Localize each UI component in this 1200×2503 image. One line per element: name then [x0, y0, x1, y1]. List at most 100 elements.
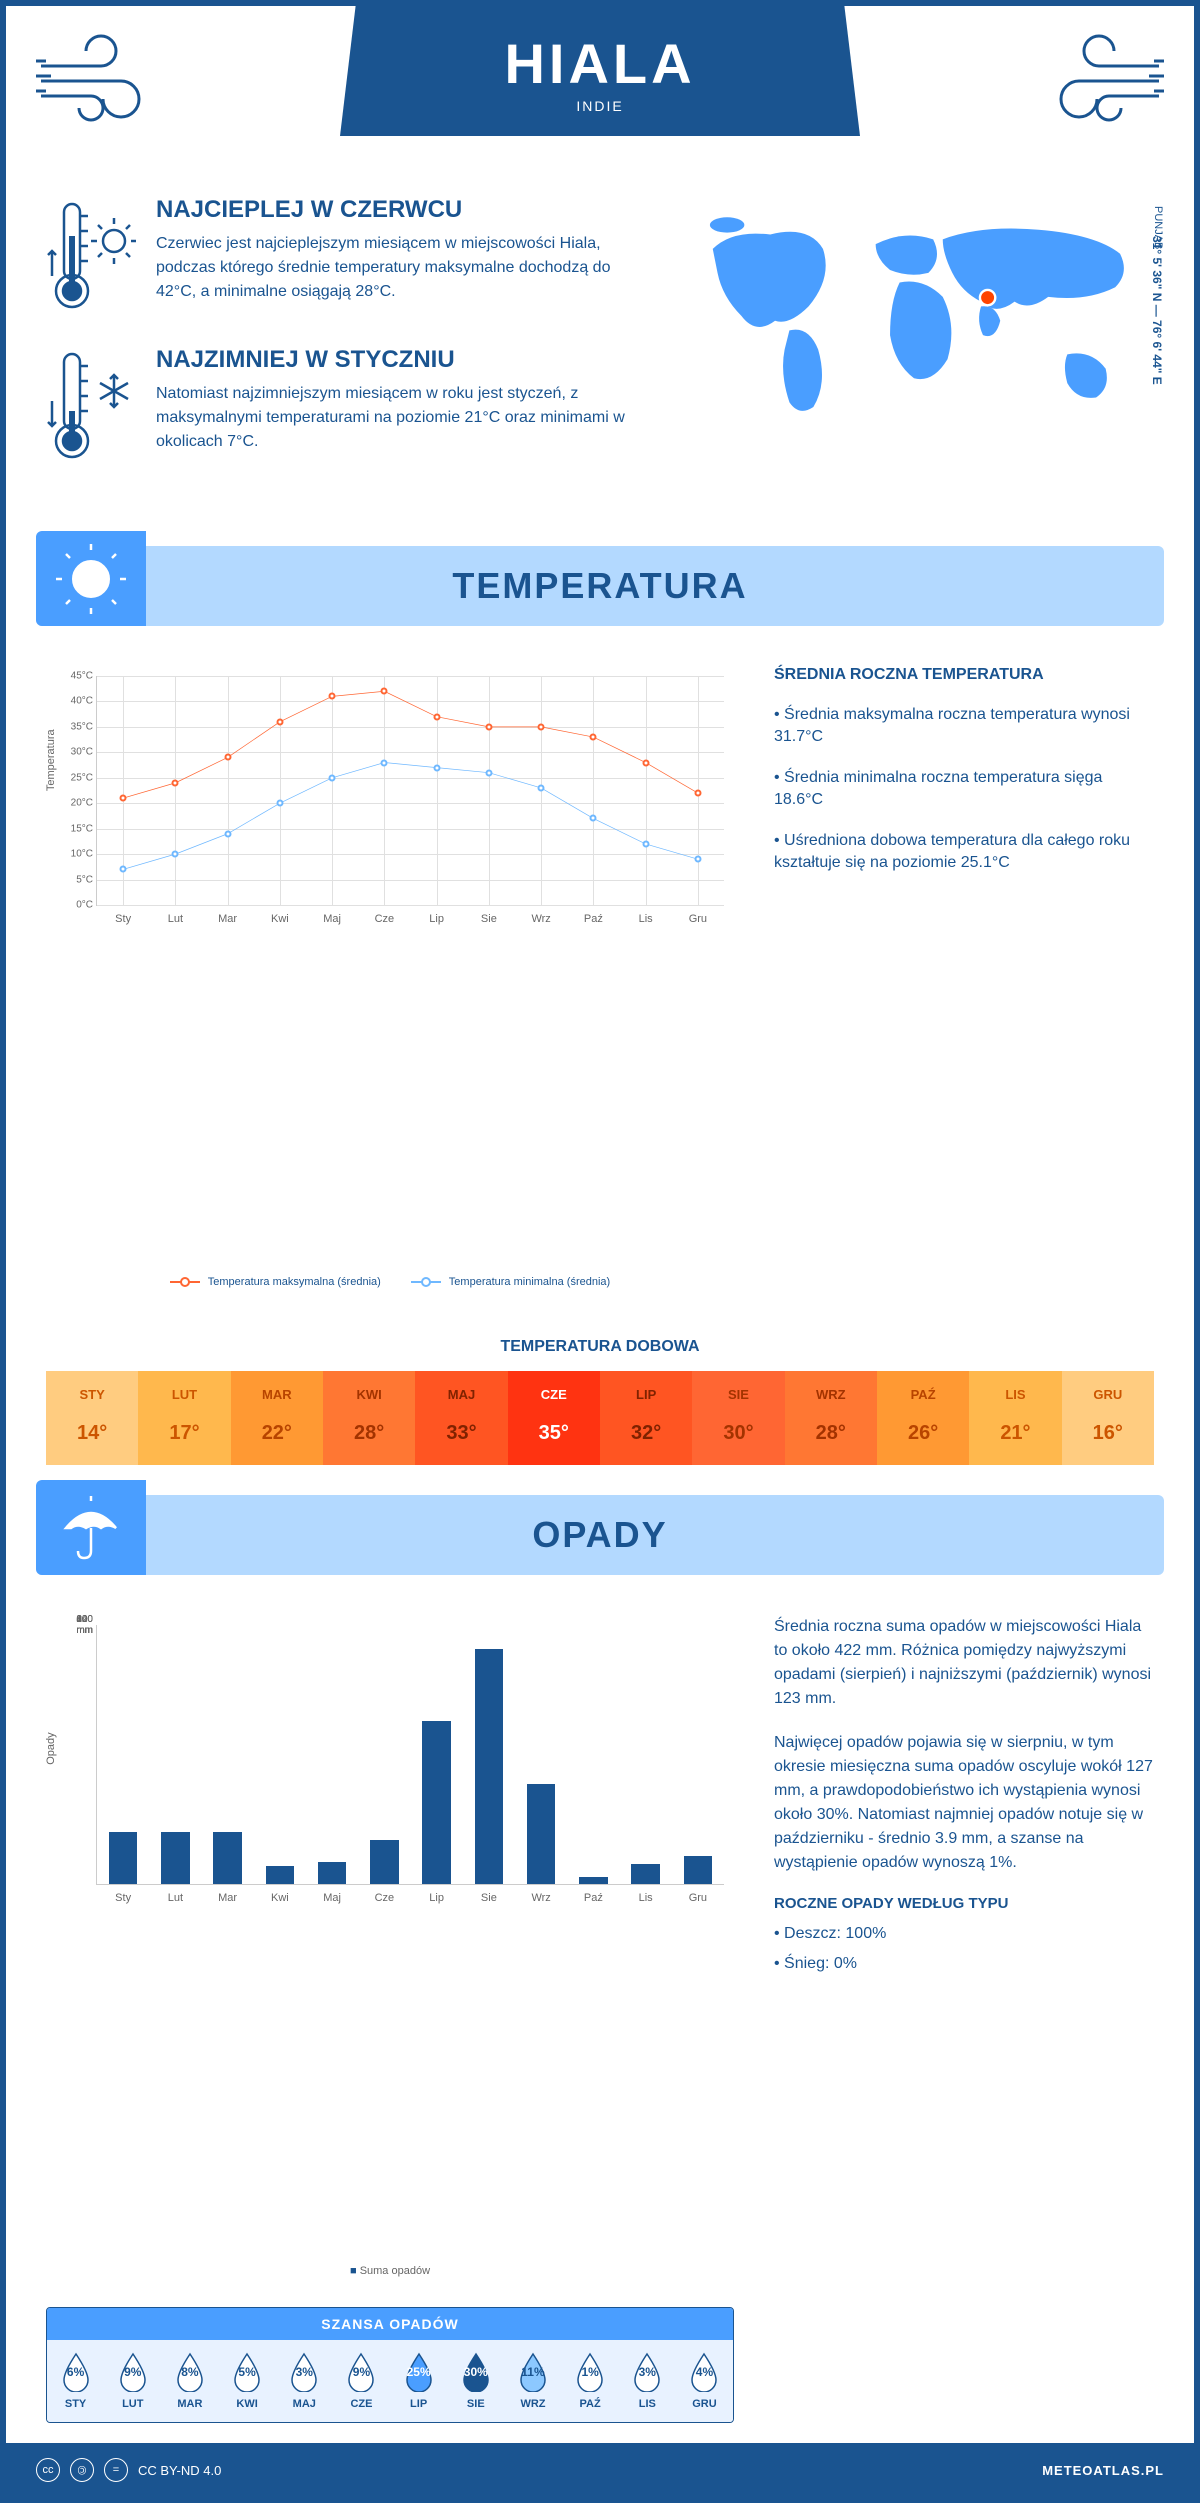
bar — [527, 1784, 556, 1884]
warmest-fact: NAJCIEPLEJ W CZERWCU Czerwiec jest najci… — [46, 196, 644, 316]
precip-para: Najwięcej opadów pojawia się w sierpniu,… — [774, 1731, 1154, 1875]
summary-bullet: • Średnia maksymalna roczna temperatura … — [774, 704, 1154, 749]
month-label: MAR — [231, 1379, 323, 1410]
temperature-line-chart: Temperatura 0°C5°C10°C15°C20°C25°C30°C35… — [46, 666, 734, 1288]
daily-temp-cell: LUT17° — [138, 1371, 230, 1465]
chance-value: 3% — [639, 2365, 656, 2379]
page-header: HIALA INDIE — [6, 6, 1194, 176]
chance-value: 30% — [464, 2365, 488, 2379]
month-label: STY — [46, 1379, 138, 1410]
daily-temp-cell: MAR22° — [231, 1371, 323, 1465]
bar — [370, 1840, 399, 1884]
chance-value: 3% — [296, 2365, 313, 2379]
legend-item: Temperatura minimalna (średnia) — [411, 1276, 610, 1288]
legend-label: Temperatura maksymalna (średnia) — [208, 1276, 381, 1288]
x-tick-label: Sie — [481, 913, 497, 925]
precip-para: Średnia roczna suma opadów w miejscowośc… — [774, 1615, 1154, 1711]
daily-temp-cell: SIE30° — [692, 1371, 784, 1465]
summary-bullet: • Uśredniona dobowa temperatura dla całe… — [774, 830, 1154, 875]
x-tick-label: Lut — [168, 1892, 183, 1904]
daily-temp-cell: MAJ33° — [415, 1371, 507, 1465]
raindrop-icon: 6% — [60, 2352, 92, 2392]
raindrop-icon: 9% — [117, 2352, 149, 2392]
data-point — [276, 800, 283, 807]
bar — [475, 1649, 504, 1884]
chance-value: 1% — [581, 2365, 598, 2379]
data-point — [172, 851, 179, 858]
chance-value: 4% — [696, 2365, 713, 2379]
month-label: MAJ — [415, 1379, 507, 1410]
daily-temp-cell: PAŹ26° — [877, 1371, 969, 1465]
daily-temperature-table: TEMPERATURA DOBOWA STY14°LUT17°MAR22°KWI… — [46, 1338, 1154, 1465]
data-point — [120, 866, 127, 873]
month-label: SIE — [447, 2398, 504, 2410]
daily-temp-cell: LIP32° — [600, 1371, 692, 1465]
temp-value: 32° — [600, 1410, 692, 1457]
data-point — [381, 759, 388, 766]
license-info: cc 🄯 = CC BY-ND 4.0 — [36, 2458, 221, 2482]
raindrop-icon: 25% — [403, 2352, 435, 2392]
x-tick-label: Maj — [323, 1892, 341, 1904]
coordinates-label: 31° 5' 36" N — 76° 6' 44" E — [1150, 236, 1164, 385]
chance-value: 8% — [181, 2365, 198, 2379]
world-map — [674, 196, 1154, 436]
precipitation-title: OPADY — [36, 1514, 1164, 1556]
x-tick-label: Wrz — [531, 913, 550, 925]
climate-facts: NAJCIEPLEJ W CZERWCU Czerwiec jest najci… — [46, 196, 644, 496]
x-tick-label: Mar — [218, 913, 237, 925]
temp-value: 16° — [1062, 1410, 1154, 1457]
x-tick-label: Cze — [375, 1892, 395, 1904]
month-label: KWI — [219, 2398, 276, 2410]
chance-cell: 8% MAR — [161, 2340, 218, 2422]
temp-value: 28° — [785, 1410, 877, 1457]
precipitation-section-header: OPADY — [36, 1495, 1164, 1575]
bar — [318, 1862, 347, 1884]
wind-icon — [1024, 26, 1164, 126]
wind-icon — [36, 26, 176, 126]
daily-temp-cell: KWI28° — [323, 1371, 415, 1465]
temp-value: 28° — [323, 1410, 415, 1457]
temperature-section: Temperatura 0°C5°C10°C15°C20°C25°C30°C35… — [6, 646, 1194, 1308]
data-point — [329, 774, 336, 781]
umbrella-icon — [36, 1480, 146, 1575]
nd-icon: = — [104, 2458, 128, 2482]
daily-temp-cell: GRU16° — [1062, 1371, 1154, 1465]
coldest-text: Natomiast najzimniejszym miesiącem w rok… — [156, 382, 644, 454]
x-tick-label: Cze — [375, 913, 395, 925]
temperature-title: TEMPERATURA — [36, 565, 1164, 607]
x-tick-label: Lut — [168, 913, 183, 925]
month-label: PAŹ — [877, 1379, 969, 1410]
legend-label: Temperatura minimalna (średnia) — [449, 1276, 610, 1288]
raindrop-icon: 4% — [688, 2352, 720, 2392]
precipitation-bar-chart: Opady 0 mm20 mm40 mm60 mm80 mm100 mm120 … — [46, 1615, 734, 1935]
daily-temp-title: TEMPERATURA DOBOWA — [46, 1338, 1154, 1356]
raindrop-icon: 30% — [460, 2352, 492, 2392]
x-tick-label: Kwi — [271, 1892, 289, 1904]
overview-section: NAJCIEPLEJ W CZERWCU Czerwiec jest najci… — [6, 176, 1194, 526]
bar — [161, 1832, 190, 1884]
bar — [213, 1832, 242, 1884]
chance-cell: 3% MAJ — [276, 2340, 333, 2422]
data-point — [433, 764, 440, 771]
data-point — [485, 769, 492, 776]
chance-cell: 25% LIP — [390, 2340, 447, 2422]
month-label: LUT — [138, 1379, 230, 1410]
temp-value: 14° — [46, 1410, 138, 1457]
bar — [422, 1721, 451, 1884]
chance-cell: 4% GRU — [676, 2340, 733, 2422]
y-axis-title: Opady — [45, 1732, 57, 1764]
temp-value: 33° — [415, 1410, 507, 1457]
x-tick-label: Paź — [584, 1892, 603, 1904]
thermometer-hot-icon — [46, 196, 136, 316]
month-label: KWI — [323, 1379, 415, 1410]
y-tick-label: 35°C — [71, 721, 93, 732]
sun-icon — [36, 531, 146, 626]
raindrop-icon: 9% — [345, 2352, 377, 2392]
bar — [684, 1856, 713, 1884]
x-tick-label: Kwi — [271, 913, 289, 925]
y-tick-label: 15°C — [71, 823, 93, 834]
month-label: PAŹ — [562, 2398, 619, 2410]
y-tick-label: 45°C — [71, 671, 93, 682]
y-tick-label: 10°C — [71, 849, 93, 860]
chance-title: SZANSA OPADÓW — [47, 2308, 733, 2340]
